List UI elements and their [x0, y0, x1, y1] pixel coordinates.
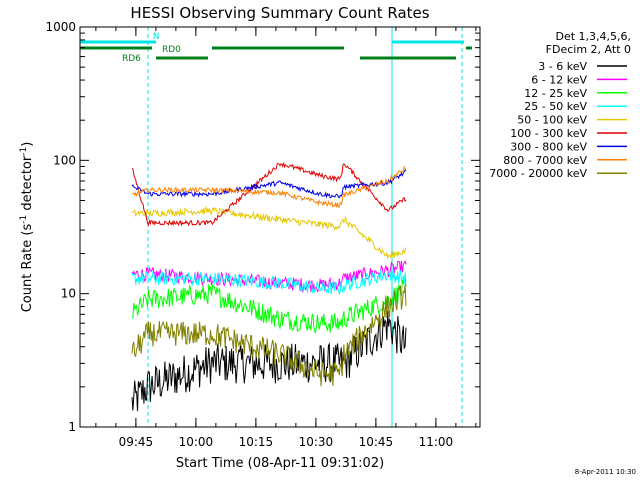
x-tick-label-3: 10:30	[299, 435, 334, 449]
y-tick-label-1: 10	[61, 287, 76, 301]
footer-date: 8-Apr-2011 10:30	[575, 468, 636, 476]
legend-label-0: 3 - 6 keV	[538, 60, 587, 73]
legend-label-8: 7000 - 20000 keV	[489, 167, 587, 180]
y-axis-label-mid: detector	[20, 155, 35, 215]
plot-frame	[79, 26, 481, 428]
series-line-800-7000-kev	[131, 165, 407, 208]
x-tick-label-4: 10:45	[359, 435, 394, 449]
flag-label-rd0: RD0	[162, 45, 181, 55]
legend-label-6: 300 - 800 keV	[510, 140, 587, 153]
legend-label-3: 25 - 50 keV	[524, 100, 587, 113]
series-lines	[131, 162, 407, 412]
x-tick-label-1: 10:00	[179, 435, 214, 449]
x-tick-label-0: 09:45	[119, 435, 154, 449]
x-axis-label: Start Time (08-Apr-11 09:31:02)	[176, 456, 384, 471]
legend-header-2: FDecim 2, Att 0	[546, 43, 631, 56]
y-axis-label-end: )	[20, 142, 35, 147]
y-axis-label-exp2: -1	[19, 147, 29, 156]
y-axis-label: Count Rate (s-1 detector-1)	[19, 142, 35, 313]
legend-label-7: 800 - 7000 keV	[503, 154, 587, 167]
x-tick-label-2: 10:15	[239, 435, 274, 449]
y-axis-label-exp1: -1	[19, 215, 29, 224]
series-line-100-300-kev	[131, 162, 407, 227]
x-tick-label-5: 11:00	[419, 435, 454, 449]
series-line-12-25-kev	[131, 278, 407, 334]
series-line-6-12-kev	[131, 260, 407, 294]
vertical-markers	[79, 27, 463, 427]
series-line-50-100-kev	[131, 206, 407, 260]
series-line-300-800-kev	[131, 169, 407, 199]
series-line-25-50-kev	[131, 267, 407, 296]
series-line-7000-20000-kev	[131, 284, 407, 387]
y-tick-label-3: 1000	[45, 20, 76, 34]
legend-label-4: 50 - 100 keV	[517, 114, 587, 127]
legend-label-1: 6 - 12 keV	[531, 73, 587, 86]
legend-label-2: 12 - 25 keV	[524, 87, 587, 100]
chart-title: HESSI Observing Summary Count Rates	[130, 4, 429, 22]
legend-label-5: 100 - 300 keV	[510, 127, 587, 140]
y-axis: 1 10 100 1000	[45, 20, 480, 434]
x-axis: 09:45 10:00 10:15 10:30 10:45 11:00	[95, 27, 477, 449]
flag-label-rd6: RD6	[122, 54, 141, 64]
y-axis-label-main: Count Rate (s	[20, 224, 35, 313]
legend-header-1: Det 1,3,4,5,6,	[555, 30, 631, 43]
y-tick-label-2: 100	[53, 153, 76, 167]
y-tick-label-0: 1	[68, 420, 76, 434]
legend: Det 1,3,4,5,6, FDecim 2, Att 0 3 - 6 keV…	[489, 30, 631, 180]
flag-label-n: N	[153, 32, 160, 42]
